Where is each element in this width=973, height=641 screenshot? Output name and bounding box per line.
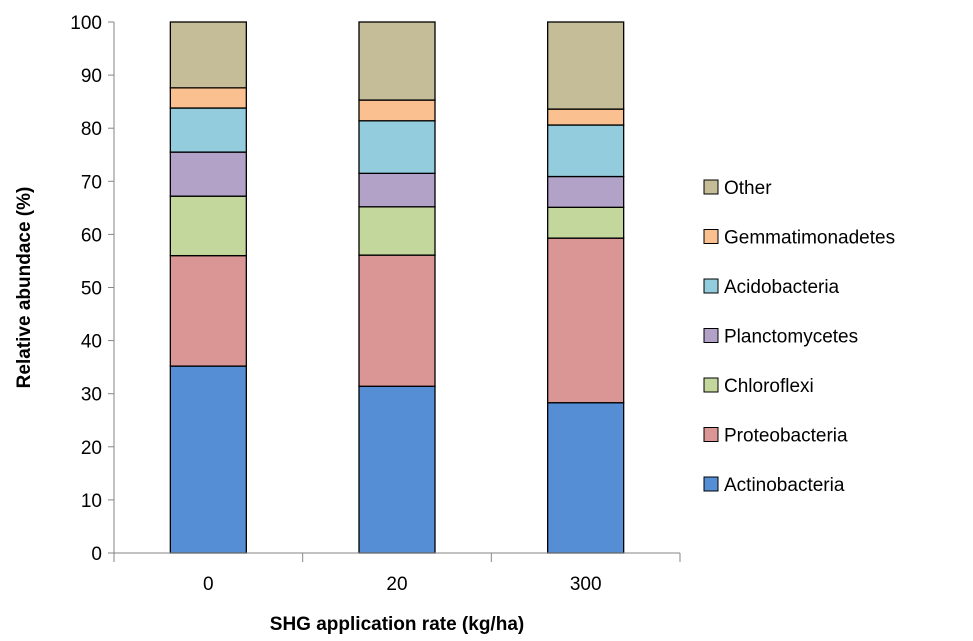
bar-segment-other <box>358 21 436 101</box>
x-tick-label: 20 <box>386 574 407 595</box>
bar-segment-actinobacteria <box>358 385 436 554</box>
x-ticks-group: 0 20 300 <box>113 553 681 595</box>
y-tick-label: 70 <box>81 172 102 193</box>
bar-segment-other <box>547 21 625 110</box>
legend-label-other: Other <box>724 178 772 199</box>
bar-segment-chloroflexi <box>169 195 247 257</box>
bar-segment-acidobacteria <box>547 124 625 178</box>
bar-segment-gemmatimonadetes <box>358 99 436 122</box>
legend-label-gemmatimonadetes: Gemmatimonadetes <box>724 228 895 249</box>
x-axis-title: SHG application rate (kg/ha) <box>270 614 524 635</box>
y-tick-label: 10 <box>81 491 102 512</box>
legend-label-actinobacteria: Actinobacteria <box>724 475 845 496</box>
bar-segment-gemmatimonadetes <box>169 87 247 109</box>
y-tick-label: 20 <box>81 438 102 459</box>
y-ticks-group: 0 10 20 30 40 50 60 70 80 90 100 <box>70 13 114 565</box>
y-tick-label: 30 <box>81 385 102 406</box>
legend-swatch-proteobacteria <box>703 427 719 442</box>
legend-label-acidobacteria: Acidobacteria <box>724 277 840 298</box>
legend-label-planctomycetes: Planctomycetes <box>724 327 858 348</box>
y-tick-label: 80 <box>81 119 102 140</box>
bar-segment-actinobacteria <box>547 402 625 554</box>
bar-segment-proteobacteria <box>358 254 436 387</box>
legend-swatch-actinobacteria <box>703 476 719 492</box>
legend-swatch-planctomycetes <box>703 328 719 343</box>
bars-group <box>169 21 625 554</box>
y-tick-label: 60 <box>81 225 102 246</box>
y-axis-title: Relative abundace (%) <box>14 187 35 389</box>
y-tick-label: 100 <box>70 13 102 34</box>
bar-segment-proteobacteria <box>169 254 247 367</box>
bar-segment-chloroflexi <box>358 206 436 256</box>
bar-segment-proteobacteria <box>547 237 625 404</box>
bar-segment-acidobacteria <box>169 107 247 153</box>
x-tick-label: 0 <box>203 574 214 595</box>
bar-segment-planctomycetes <box>169 151 247 197</box>
y-tick-label: 50 <box>81 279 102 300</box>
legend-swatch-other <box>703 179 719 195</box>
legend-swatch-acidobacteria <box>703 278 719 294</box>
bar-segment-other <box>169 21 247 89</box>
y-tick-label: 0 <box>91 544 102 565</box>
legend-label-chloroflexi: Chloroflexi <box>724 376 814 397</box>
bar-segment-chloroflexi <box>547 206 625 239</box>
bar-segment-acidobacteria <box>358 120 436 174</box>
y-tick-label: 90 <box>81 66 102 87</box>
bar-segment-gemmatimonadetes <box>547 108 625 126</box>
legend: Other Gemmatimonadetes Acidobacteria Planct… <box>703 178 895 496</box>
legend-swatch-chloroflexi <box>703 377 719 393</box>
bar-segment-planctomycetes <box>547 175 625 208</box>
legend-label-proteobacteria: Proteobacteria <box>724 426 848 447</box>
bar-segment-planctomycetes <box>358 172 436 208</box>
x-tick-label: 300 <box>570 574 602 595</box>
legend-swatch-gemmatimonadetes <box>703 229 719 244</box>
bar-segment-actinobacteria <box>169 365 247 554</box>
y-tick-label: 40 <box>81 332 102 353</box>
